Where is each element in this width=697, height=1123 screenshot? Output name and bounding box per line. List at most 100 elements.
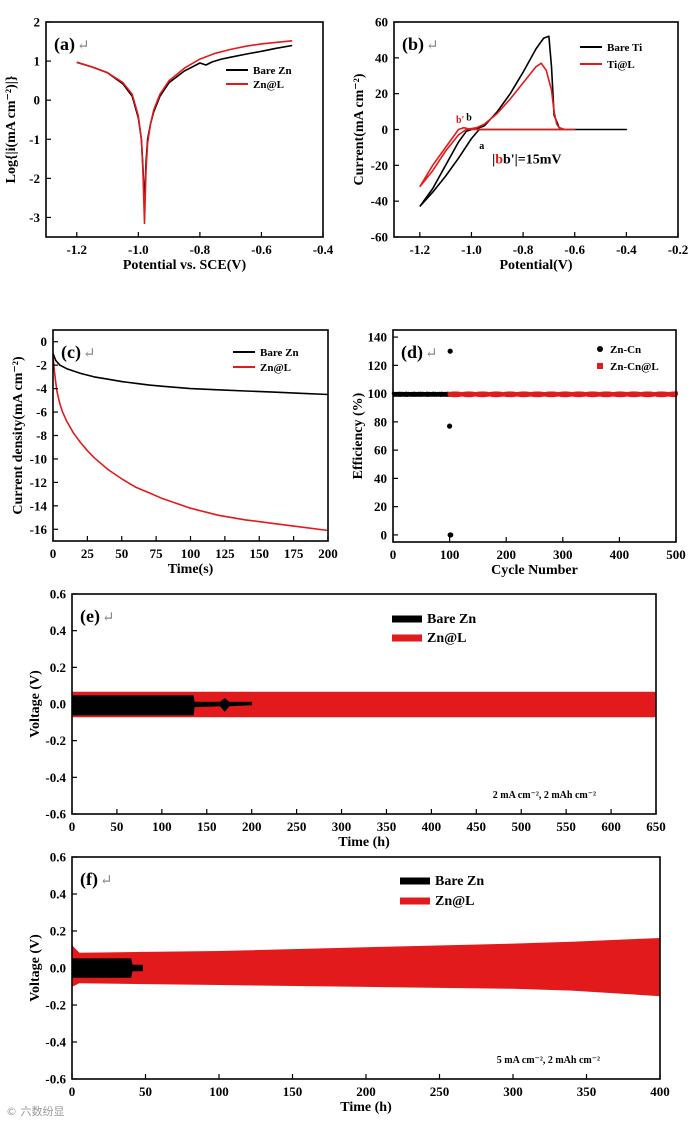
x-tick-label: 100	[152, 819, 172, 834]
panel-label: (a)	[54, 34, 75, 55]
return-mark: ↵	[426, 38, 439, 54]
x-tick-label: -0.4	[313, 242, 334, 257]
return-mark: ↵	[425, 346, 438, 362]
x-tick-label: 0	[69, 819, 76, 834]
panel-label: (e)	[80, 606, 100, 627]
series-bare-zn-line	[52, 353, 329, 396]
plot-frame	[392, 329, 677, 543]
legend-label: Bare Zn	[253, 65, 292, 77]
watermark: © 六数纷显	[6, 1105, 65, 1118]
y-tick-label: 40	[374, 471, 387, 486]
legend-label: Zn@L	[427, 631, 466, 646]
x-tick-label: 350	[377, 819, 397, 834]
legend-marker	[597, 346, 603, 352]
panel-e: 0 50 100 150 200 250 300 350 400 450 500 550 600 650 0…	[28, 587, 666, 851]
panel-d: 0 100 200 300 400 500 0 20 40 60 80 100 120 140 Cycle …	[351, 329, 686, 578]
y-axis-label: Voltage (V)	[28, 670, 43, 738]
y-axis-label: Current density(mA cm⁻²)	[11, 356, 26, 515]
x-tick-label: 300	[503, 1084, 523, 1099]
panel-label: (d)	[401, 342, 423, 363]
y-tick-label: 0	[382, 122, 389, 137]
y-tick-label: 0.4	[50, 887, 67, 902]
legend-label: Bare Ti	[607, 42, 642, 54]
condition-label: 5 mA cm⁻², 2 mAh cm⁻²	[497, 1055, 600, 1066]
x-tick-label: 0	[69, 1084, 76, 1099]
x-tick-label: 150	[197, 819, 217, 834]
y-tick-label: 60	[375, 15, 388, 30]
y-tick-label: -0.2	[45, 733, 66, 748]
x-tick-label: 500	[666, 547, 686, 562]
y-tick-label: -0.4	[45, 1035, 66, 1050]
legend-label: Zn@L	[253, 79, 284, 91]
annotation-a: a	[479, 141, 484, 152]
y-tick-label: -14	[30, 498, 48, 513]
series-ti-l-line	[419, 62, 576, 188]
x-axis-label: Time (h)	[340, 1100, 392, 1115]
x-tick-label: -0.2	[668, 242, 689, 257]
y-tick-label: 40	[375, 50, 388, 65]
panel-a: -1.2 -1.0 -0.8 -0.6 -0.4 -3 -2 -1 0 1 2 Potential v…	[4, 15, 334, 274]
annotation-b: b	[466, 113, 472, 124]
y-tick-label: -60	[371, 230, 388, 245]
series-zn-l-band	[71, 937, 661, 997]
panel-label: (f)	[80, 869, 98, 890]
x-tick-label: 200	[496, 547, 516, 562]
series-bare-zn-band	[71, 695, 253, 716]
annotation-delta: |bb'|=15mV	[492, 153, 561, 168]
y-tick-label: 0.4	[50, 623, 67, 638]
plot-frame	[45, 21, 324, 238]
y-axis-label: Efficiency (%)	[351, 392, 366, 479]
y-tick-label: -0.4	[45, 770, 66, 785]
return-mark: ↵	[83, 346, 96, 362]
y-tick-label: -4	[36, 381, 47, 396]
legend-label: Bare Zn	[427, 612, 476, 627]
x-tick-label: -0.8	[190, 242, 211, 257]
legend-label: Zn@L	[260, 362, 291, 374]
x-tick-label: -1.0	[461, 242, 482, 257]
x-tick-label: -1.2	[410, 242, 431, 257]
x-tick-label: 50	[139, 1084, 152, 1099]
y-tick-label: 0.6	[50, 587, 67, 602]
y-tick-label: -20	[371, 158, 388, 173]
return-mark: ↵	[100, 873, 113, 889]
x-tick-label: -0.6	[564, 242, 585, 257]
panel-b: -1.2 -1.0 -0.8 -0.6 -0.4 -0.2 -60 -40 -20 0 20 40 60…	[352, 15, 688, 274]
y-tick-label: -2	[29, 171, 40, 186]
x-tick-label: 400	[610, 547, 630, 562]
y-tick-label: -8	[36, 428, 47, 443]
legend-marker	[597, 363, 603, 369]
legend-label: Ti@L	[607, 59, 635, 71]
x-tick-label: 150	[250, 546, 270, 561]
annotation-b-prime: b'	[456, 115, 465, 126]
x-tick-label: 350	[577, 1084, 597, 1099]
y-tick-label: 0.0	[50, 961, 66, 976]
legend-label: Zn@L	[435, 894, 474, 909]
x-tick-label: 500	[511, 819, 531, 834]
x-tick-label: -1.0	[128, 242, 149, 257]
y-tick-label: 0.2	[50, 924, 66, 939]
y-tick-label: -0.6	[45, 1072, 66, 1087]
x-tick-label: 75	[150, 546, 164, 561]
x-tick-label: 300	[553, 547, 573, 562]
legend-label: Zn-Cn	[610, 344, 641, 356]
y-tick-label: 0.2	[50, 660, 66, 675]
series-zn-cn-point	[447, 348, 453, 354]
y-tick-label: 1	[34, 54, 41, 69]
legend-label: Bare Zn	[260, 347, 299, 359]
series-zn-l-line	[76, 40, 293, 225]
x-tick-label: 0	[50, 546, 57, 561]
x-tick-label: 25	[81, 546, 95, 561]
y-tick-label: 0.6	[50, 850, 67, 865]
x-tick-label: 400	[422, 819, 442, 834]
y-axis-label: Current(mA cm⁻²)	[352, 73, 367, 185]
x-tick-label: 600	[601, 819, 621, 834]
panel-label: (b)	[402, 34, 424, 55]
x-tick-label: 50	[115, 546, 128, 561]
x-axis-label: Time (h)	[338, 835, 390, 850]
condition-label: 2 mA cm⁻², 2 mAh cm⁻²	[493, 790, 596, 801]
x-tick-label: 200	[318, 546, 338, 561]
x-tick-label: 125	[215, 546, 235, 561]
y-tick-label: -6	[36, 405, 47, 420]
return-mark: ↵	[77, 38, 90, 54]
